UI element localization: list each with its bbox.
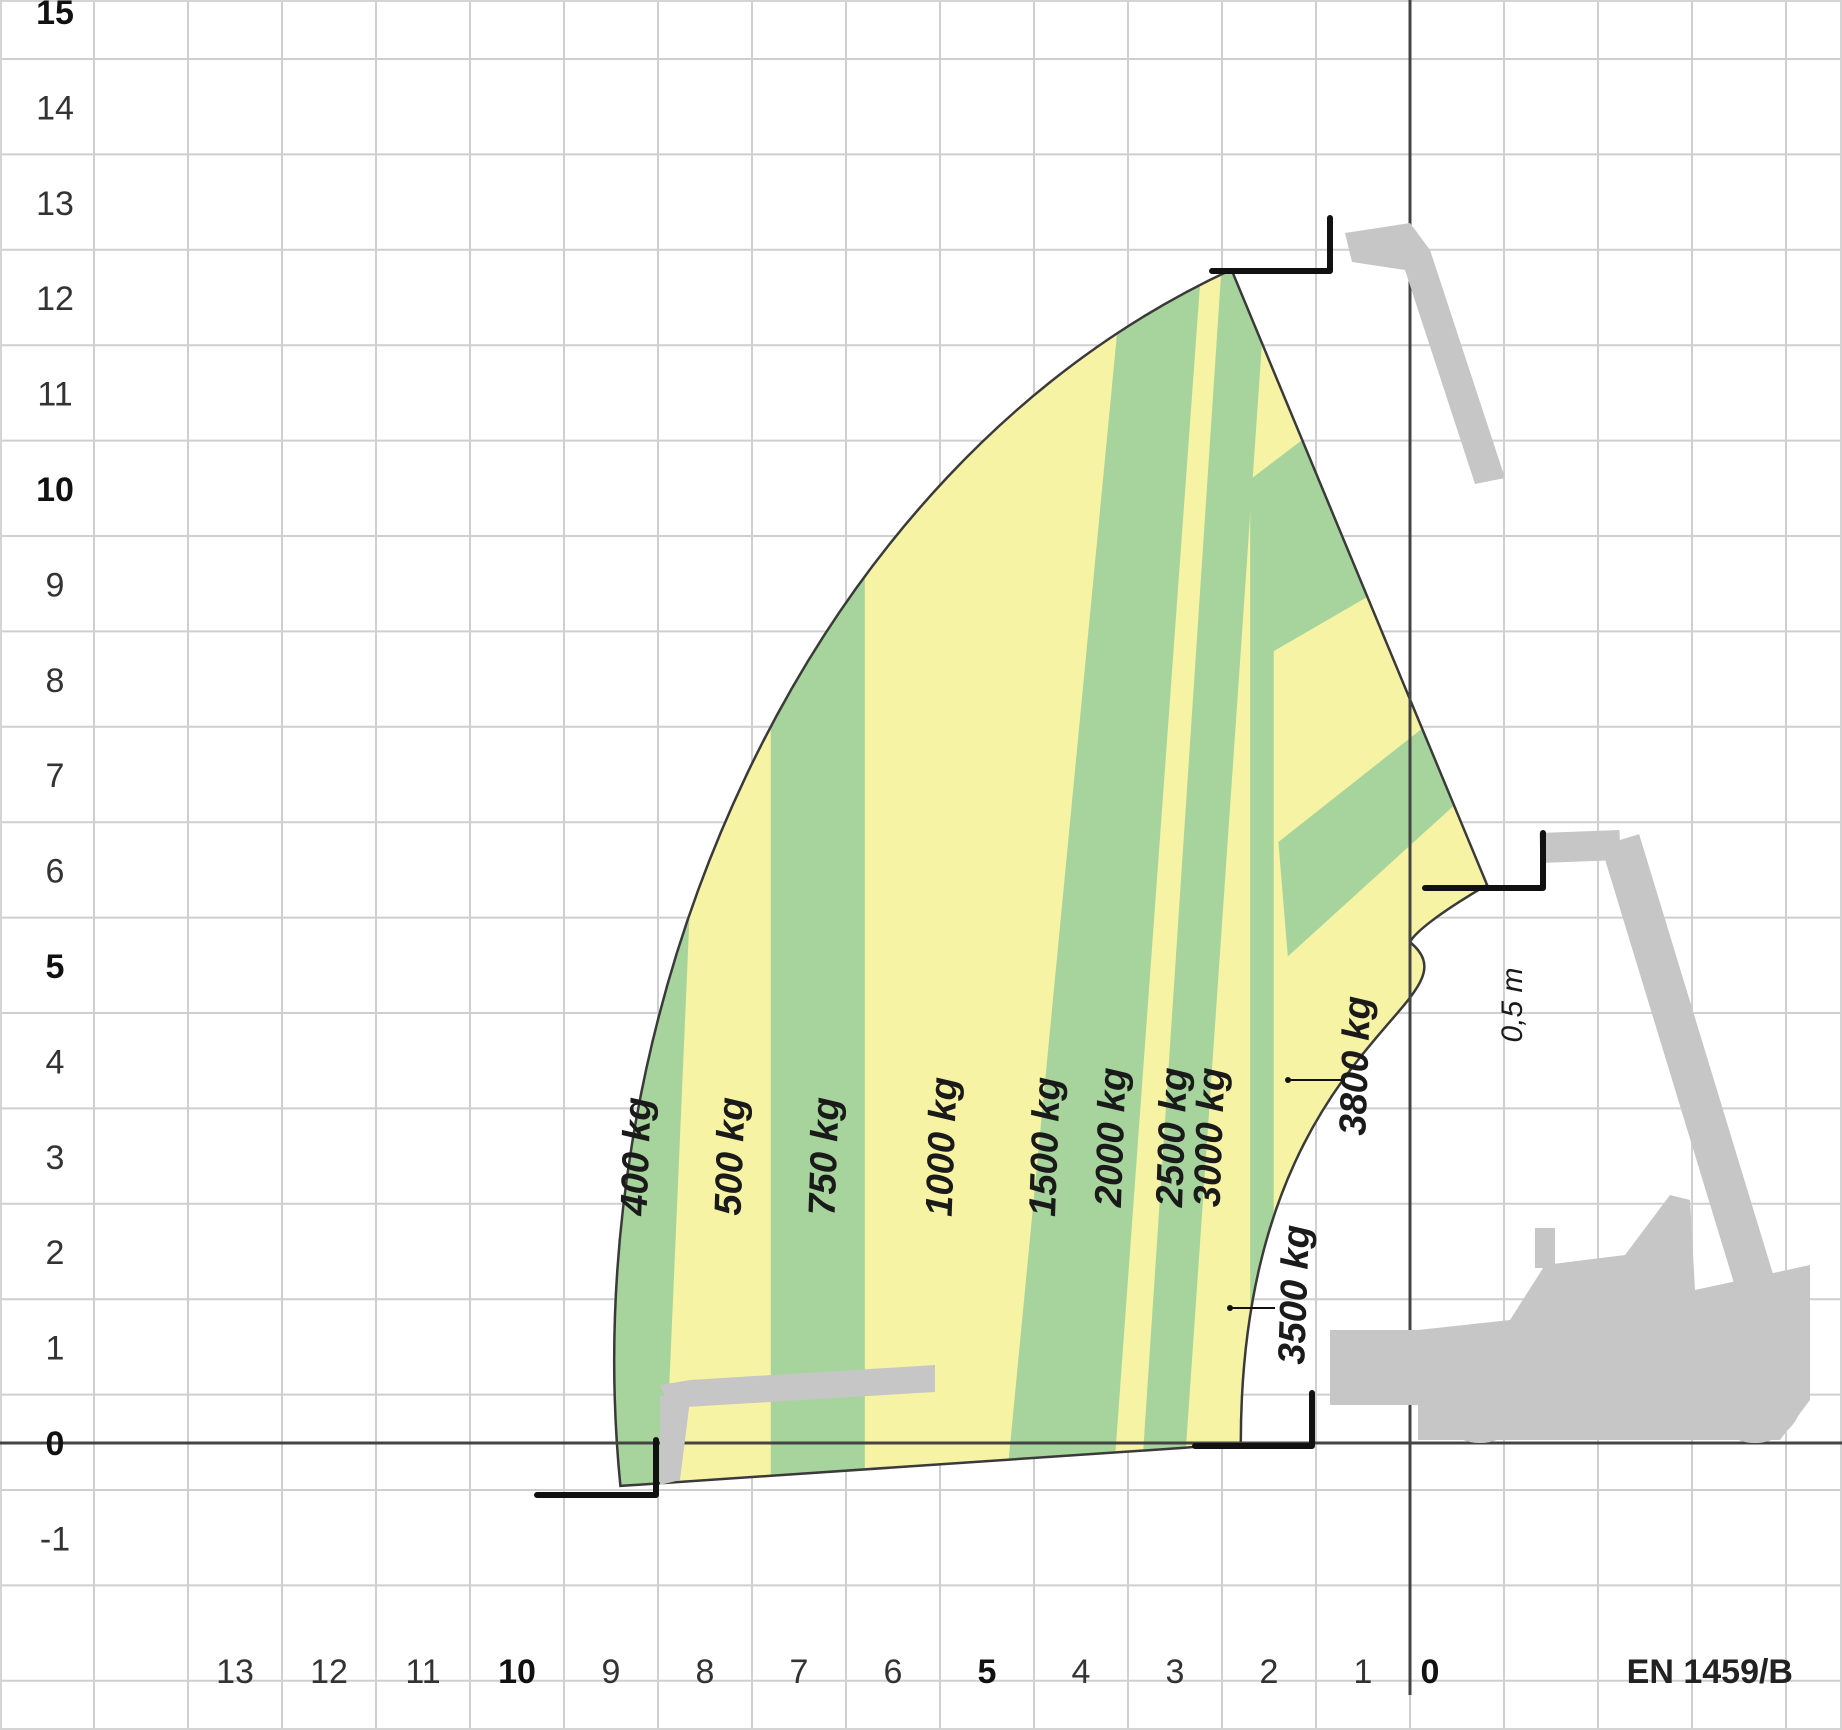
x-tick-label: 4 [1072, 1653, 1091, 1691]
boom-low-position [660, 1365, 935, 1408]
y-tick-label: 5 [46, 948, 65, 986]
load-labels: 400 kg 500 kg 750 kg 1000 kg 1500 kg 2000 kg 2… [614, 995, 1380, 1365]
x-tick-label: 13 [216, 1653, 254, 1691]
zone-band-750kg [770, 431, 865, 1486]
telehandler-rear-wheel [1707, 1347, 1803, 1443]
zone-label-750kg: 750 kg [802, 1097, 848, 1217]
annotation-0-5m: 0,5 m [1496, 967, 1529, 1042]
fork-symbols [534, 215, 1546, 1498]
x-tick-label: 5 [978, 1653, 997, 1691]
y-tick-label: 1 [46, 1330, 65, 1368]
y-tick-label: 7 [46, 757, 65, 795]
y-tick-label: 13 [36, 185, 74, 223]
x-tick-label: 3 [1166, 1653, 1185, 1691]
fork-mid [1422, 830, 1546, 891]
telehandler-front-frame [1330, 1330, 1430, 1405]
boom-low-head [660, 1395, 690, 1485]
y-tick-label: -1 [40, 1520, 70, 1558]
y-tick-label: 10 [36, 471, 74, 509]
pointer-3500kg-dot [1227, 1305, 1233, 1311]
x-tick-label: 10 [498, 1653, 536, 1691]
y-tick-label: 8 [46, 662, 65, 700]
x-tick-label: 2 [1260, 1653, 1279, 1691]
y-tick-label: 9 [46, 566, 65, 604]
standard-label: EN 1459/B [1627, 1653, 1793, 1691]
boom-top-position [1345, 223, 1505, 484]
y-tick-label: 6 [46, 853, 65, 891]
fork-top [1209, 215, 1333, 274]
y-tick-label: 11 [37, 376, 72, 414]
pointer-lines [1227, 1077, 1345, 1311]
zone-band-3800kg [1278, 708, 1467, 957]
envelope-outline [613, 267, 1489, 1488]
x-tick-label: 1 [1354, 1653, 1373, 1691]
boom-mid-head [1539, 830, 1621, 863]
y-tick-label: 0 [46, 1425, 65, 1463]
zone-label-1500kg: 1500 kg [1022, 1076, 1069, 1217]
x-tick-label: 12 [310, 1653, 348, 1691]
x-tick-label: 8 [696, 1653, 715, 1691]
y-tick-label: 4 [46, 1043, 65, 1081]
zone-band-2500kg [1137, 269, 1269, 1486]
y-tick-label: 14 [36, 89, 74, 127]
zone-label-1000kg: 1000 kg [919, 1076, 966, 1217]
zone-label-400kg: 400 kg [614, 1097, 660, 1218]
boom-mid-position [1600, 834, 1780, 1306]
fork-low [534, 1437, 659, 1498]
x-tick-label: 7 [790, 1653, 809, 1691]
x-tick-label: 11 [405, 1653, 440, 1691]
zone-label-2500kg: 2500 kg [1149, 1067, 1196, 1209]
telehandler-front-wheel [1432, 1347, 1528, 1443]
pointer-3800kg-dot [1285, 1077, 1291, 1083]
zone-label-500kg: 500 kg [708, 1097, 754, 1217]
zone-label-3800kg: 3800 kg [1332, 995, 1379, 1136]
x-tick-label: 0 [1421, 1653, 1440, 1691]
telehandler-exhaust [1535, 1228, 1555, 1268]
y-tick-label: 2 [46, 1234, 65, 1272]
zone-label-3500kg: 3500 kg [1271, 1224, 1318, 1365]
y-tick-label: 12 [36, 280, 74, 318]
y-tick-label: 3 [46, 1139, 65, 1177]
y-tick-label: 15 [36, 0, 74, 32]
zone-label-2000kg: 2000 kg [1088, 1067, 1135, 1209]
x-tick-label: 9 [602, 1653, 621, 1691]
zone-label-3000kg: 3000 kg [1187, 1067, 1234, 1208]
x-tick-label: 6 [884, 1653, 903, 1691]
fork-ground [1192, 1390, 1315, 1449]
telehandler-silhouettes [660, 223, 1810, 1485]
zone-band-1500kg [1001, 269, 1204, 1486]
